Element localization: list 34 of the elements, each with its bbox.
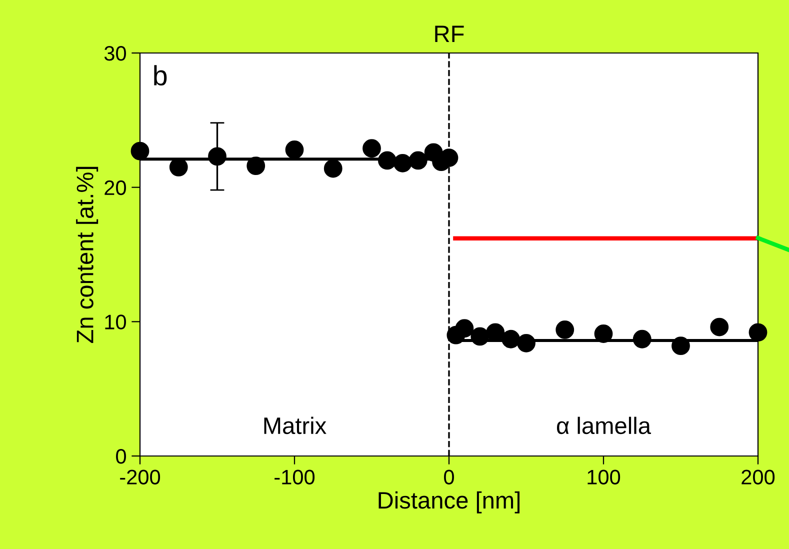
point bbox=[594, 324, 613, 343]
x-tick-label: -100 bbox=[274, 470, 315, 484]
point bbox=[632, 330, 652, 348]
point bbox=[393, 154, 412, 172]
y-tick-label: 20 bbox=[104, 180, 126, 196]
point bbox=[748, 323, 768, 342]
x-axis-title: Distance [nm] bbox=[378, 491, 520, 514]
point bbox=[378, 151, 396, 170]
point bbox=[672, 336, 690, 356]
y-tick-label: 0 bbox=[116, 449, 126, 464]
annotation: Matrix bbox=[264, 416, 326, 434]
point bbox=[470, 327, 490, 346]
point bbox=[556, 320, 574, 339]
ref-line-label: RF bbox=[435, 26, 464, 42]
x-tick-label: 200 bbox=[742, 470, 775, 484]
point bbox=[502, 330, 520, 348]
point bbox=[246, 156, 266, 176]
y-axis-title: Zn content [at.%] bbox=[76, 166, 98, 343]
annotation: b bbox=[154, 65, 167, 86]
point bbox=[710, 318, 729, 336]
point bbox=[324, 159, 342, 178]
point bbox=[455, 319, 474, 338]
y-tick-label: 10 bbox=[105, 314, 126, 330]
point bbox=[408, 151, 428, 170]
point bbox=[208, 147, 226, 166]
y-tick-label: 30 bbox=[104, 46, 126, 61]
annotation: α lamella bbox=[556, 416, 652, 434]
point bbox=[130, 142, 150, 160]
x-tick-label: 100 bbox=[588, 470, 620, 484]
x-tick-label: -200 bbox=[120, 470, 160, 484]
x-tick-label: 0 bbox=[444, 470, 454, 484]
point bbox=[517, 334, 536, 352]
point bbox=[285, 140, 304, 159]
point bbox=[362, 139, 381, 158]
